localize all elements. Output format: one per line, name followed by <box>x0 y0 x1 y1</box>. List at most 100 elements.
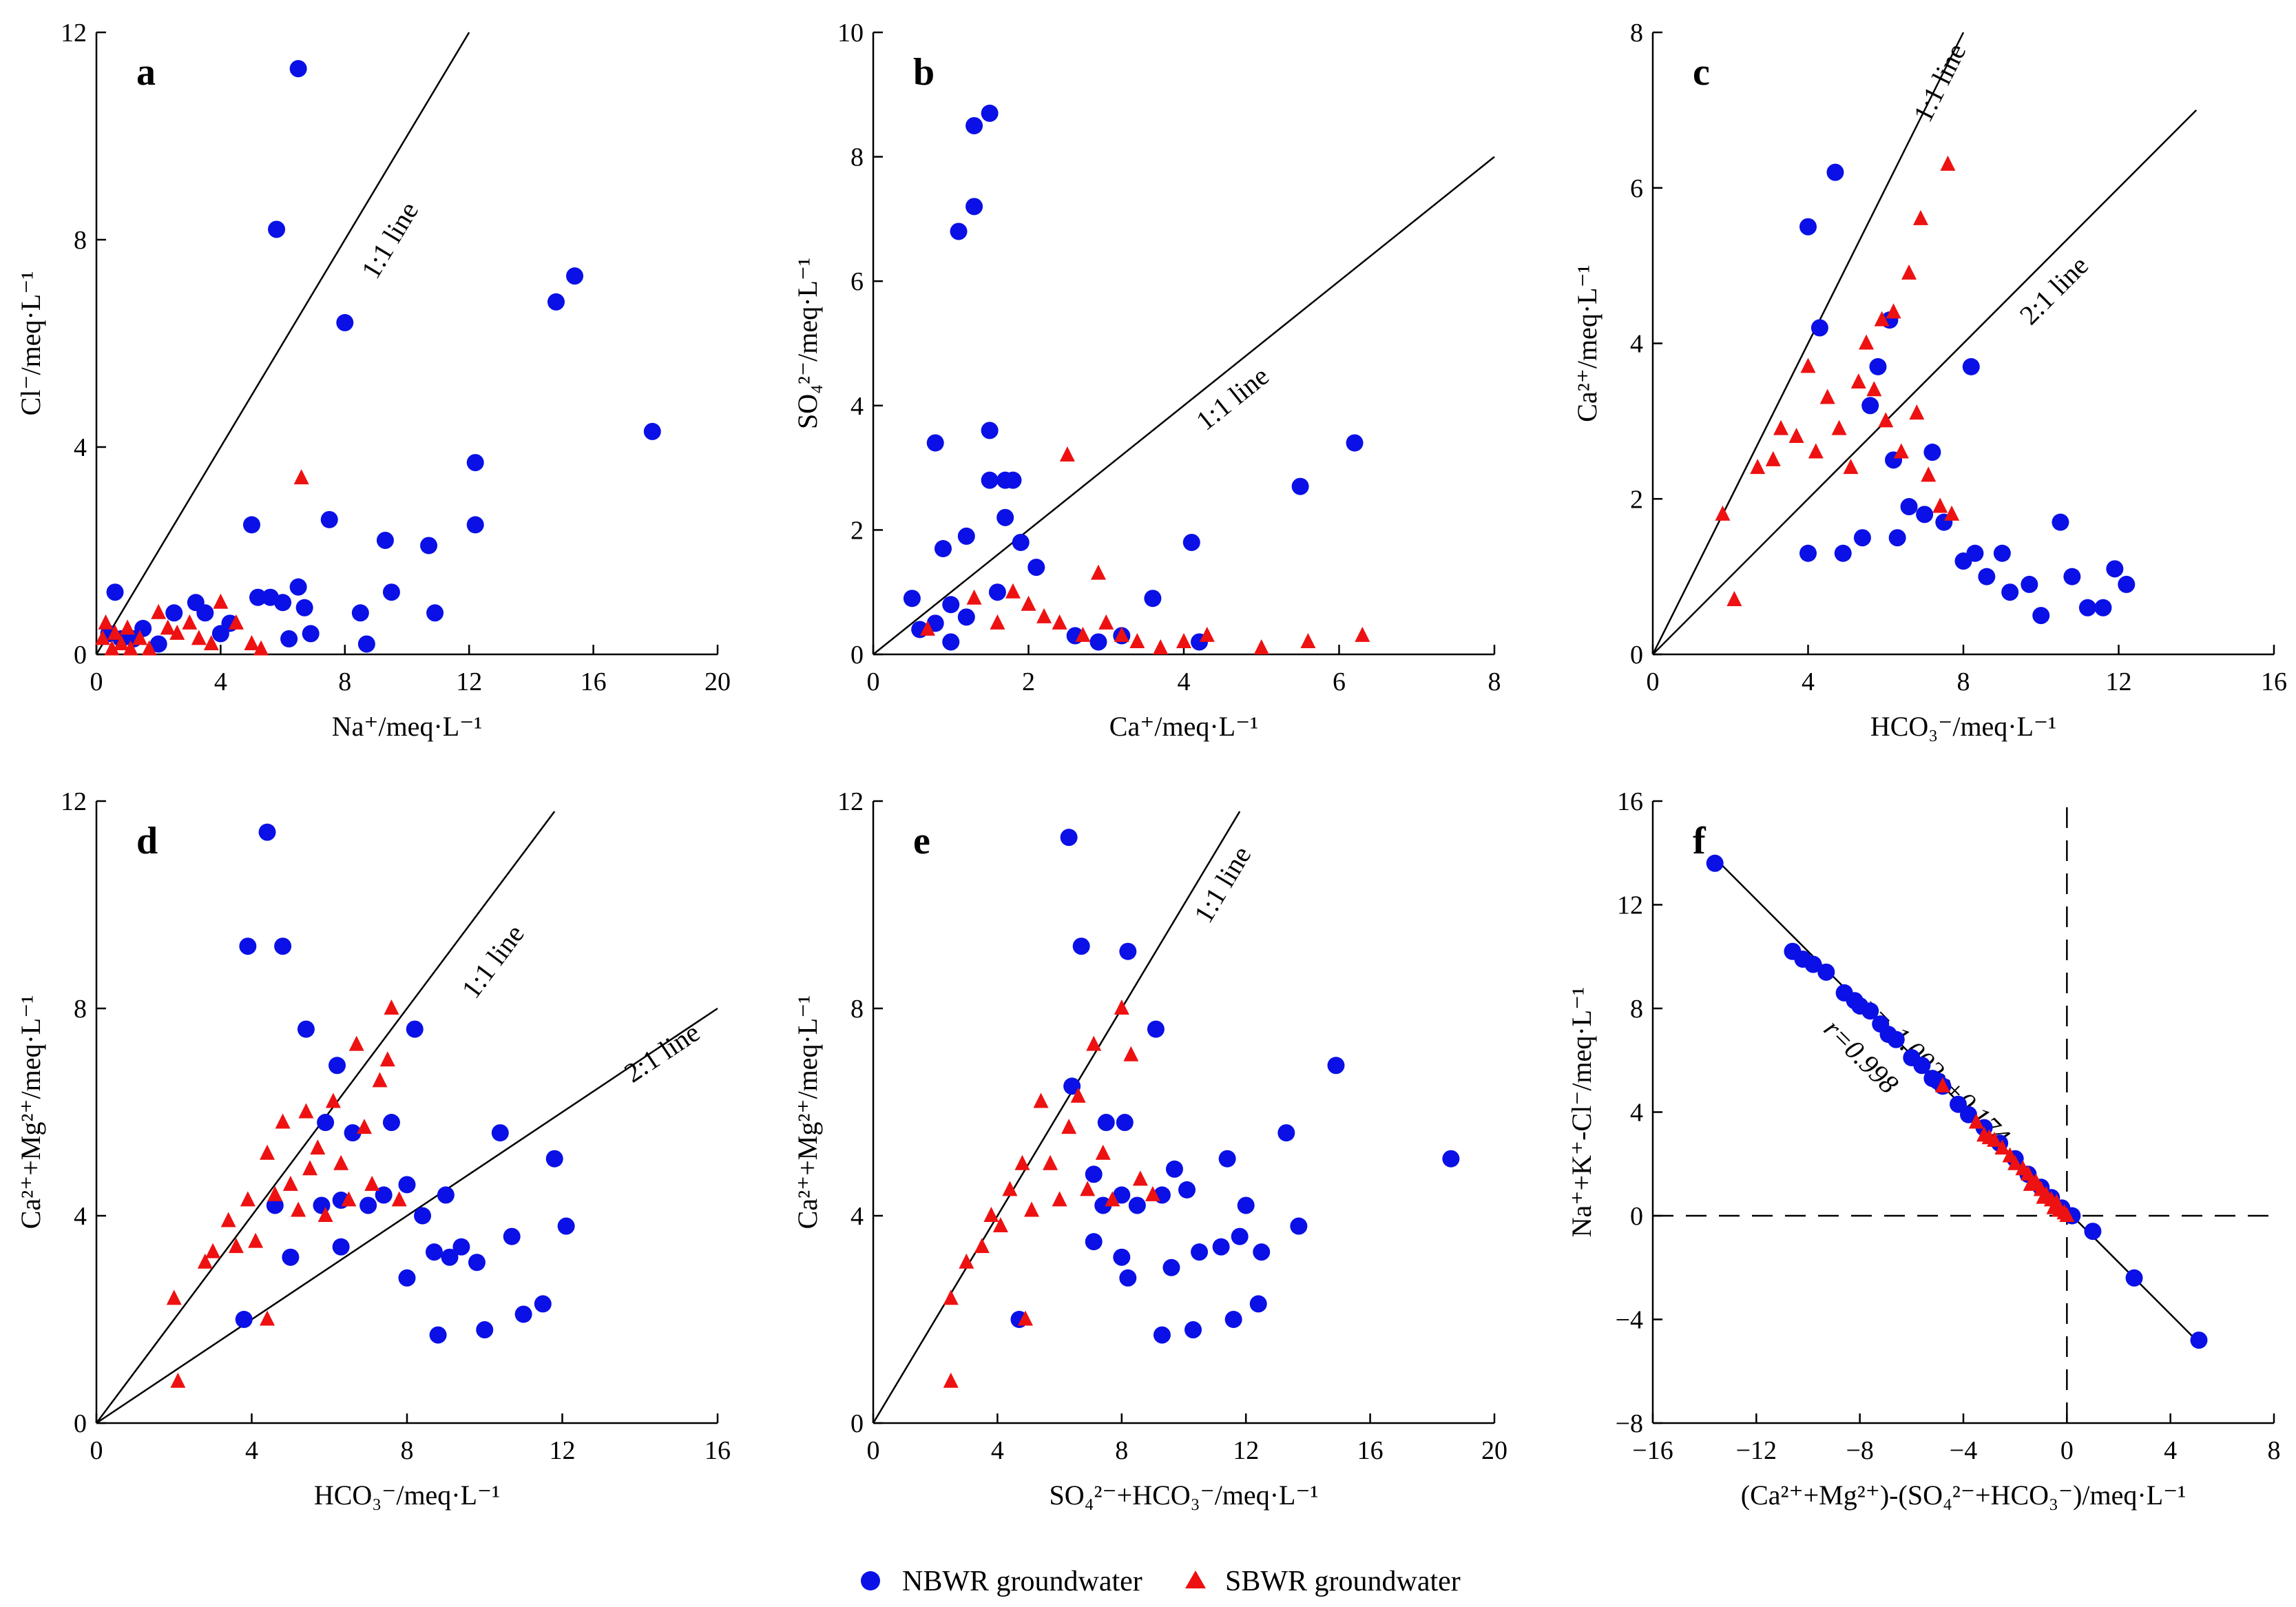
nbwr-point <box>1224 1311 1242 1328</box>
sbwr-point <box>267 1185 283 1201</box>
ratio-line <box>873 156 1495 655</box>
panel-letter: d <box>136 820 158 862</box>
y-tick-label: 2 <box>850 516 864 545</box>
nbwr-point <box>425 1243 443 1261</box>
nbwr-point <box>1191 1243 1209 1261</box>
nbwr-point <box>1116 1114 1134 1132</box>
sbwr-point <box>1114 999 1129 1015</box>
nbwr-point <box>1249 1295 1267 1313</box>
ratio-line <box>1651 32 1965 655</box>
sbwr-point <box>2046 1199 2062 1214</box>
nbwr-point <box>534 1295 552 1313</box>
ratio-line <box>872 811 1241 1424</box>
y-tick-label: 16 <box>1617 787 1643 816</box>
nbwr-point <box>1799 218 1817 236</box>
sbwr-point <box>1153 639 1169 654</box>
sbwr-point <box>1052 1191 1067 1207</box>
nbwr-point <box>988 583 1006 601</box>
x-tick-label: 16 <box>705 1436 731 1465</box>
sbwr-point <box>1859 334 1875 350</box>
nbwr-point <box>1231 1227 1249 1245</box>
x-tick-label: 12 <box>1233 1436 1259 1465</box>
nbwr-point <box>950 222 968 240</box>
x-tick-label: 0 <box>867 667 880 696</box>
sbwr-point <box>123 640 138 656</box>
nbwr-point <box>1869 357 1887 375</box>
nbwr-point <box>1962 357 1980 375</box>
x-tick-label: 8 <box>2268 1436 2281 1465</box>
nbwr-point <box>1004 471 1022 489</box>
y-tick-label: 6 <box>850 267 864 296</box>
ratio-line <box>96 1007 718 1424</box>
sbwr-point <box>220 1212 236 1227</box>
x-tick-label: 16 <box>581 667 607 696</box>
sbwr-point <box>983 1207 999 1222</box>
nbwr-point <box>966 198 983 216</box>
sbwr-point <box>197 1253 213 1269</box>
nbwr-point <box>268 220 286 238</box>
y-tick-label: 8 <box>1630 995 1643 1024</box>
sbwr-point <box>293 469 309 485</box>
nbwr-point <box>165 604 183 622</box>
sbwr-point <box>356 1119 372 1134</box>
sbwr-point <box>1968 1113 1984 1129</box>
sbwr-point <box>1773 419 1789 435</box>
nbwr-point <box>1113 1248 1131 1266</box>
sbwr-point <box>310 1139 326 1155</box>
sbwr-point <box>248 1232 264 1248</box>
sbwr-point <box>191 630 207 645</box>
panel-c: 0 4 8 12 16 0 2 4 6 8 HCO₃⁻/meq·L⁻¹ Ca²⁺/meq·L⁻¹ c 1:… <box>1572 19 2287 742</box>
nbwr-point <box>981 471 999 489</box>
sbwr-point <box>1061 1119 1077 1134</box>
sbwr-point <box>1866 381 1882 397</box>
nbwr-point <box>503 1227 521 1245</box>
nbwr-point <box>1846 992 1864 1010</box>
ratio-line-label: 2:1 line <box>618 1017 705 1089</box>
nbwr-point <box>957 527 975 545</box>
sbwr-point <box>1114 626 1129 642</box>
y-tick-label: 8 <box>74 226 87 255</box>
sbwr-point <box>1176 632 1191 648</box>
sbwr-point <box>1893 443 1909 459</box>
nbwr-point <box>1012 533 1030 551</box>
nbwr-point <box>414 1207 432 1225</box>
nbwr-point <box>1165 1160 1183 1178</box>
sbwr-point <box>1253 639 1269 654</box>
ratio-line <box>1652 109 2198 655</box>
panel-letter: a <box>136 51 156 94</box>
x-axis-label: Ca⁺/meq·L⁻¹ <box>1109 711 1258 742</box>
y-tick-label: 4 <box>74 1202 87 1231</box>
x-tick-label: 12 <box>2106 667 2132 696</box>
sbwr-point <box>253 640 269 656</box>
sbwr-point <box>1940 155 1956 171</box>
nbwr-point <box>1178 1181 1196 1199</box>
ratio-line-label: 1:1 line <box>455 919 530 1004</box>
y-tick-label: 12 <box>61 19 87 48</box>
nbwr-point <box>1923 444 1941 462</box>
nbwr-point <box>934 539 952 557</box>
y-tick-label: 0 <box>74 1409 87 1438</box>
nbwr-point <box>2063 568 2081 585</box>
sbwr-point <box>260 1310 275 1326</box>
sbwr-point <box>1080 1181 1096 1196</box>
sbwr-point <box>1070 1087 1086 1103</box>
sbwr-point <box>302 1160 318 1176</box>
y-tick-label: 0 <box>850 641 864 670</box>
nbwr-point <box>302 625 320 643</box>
sbwr-point <box>228 614 244 630</box>
nbwr-point <box>1804 955 1822 973</box>
nbwr-point <box>1085 1233 1103 1251</box>
sbwr-point <box>959 1253 974 1269</box>
nbwr-point <box>466 516 484 534</box>
y-axis-label: Na⁺+K⁺-Cl⁻/meq·L⁻¹ <box>1566 987 1597 1237</box>
nbwr-point <box>468 1254 486 1272</box>
nbwr-point <box>1853 529 1871 547</box>
nbwr-point <box>2094 599 2112 616</box>
y-tick-label: 12 <box>1617 891 1643 920</box>
sbwr-point <box>1750 459 1766 475</box>
nbwr-point <box>981 104 999 122</box>
sbwr-point <box>240 1191 255 1207</box>
sbwr-point <box>291 1201 306 1217</box>
sbwr-point <box>298 1103 314 1119</box>
sbwr-point <box>244 634 260 650</box>
